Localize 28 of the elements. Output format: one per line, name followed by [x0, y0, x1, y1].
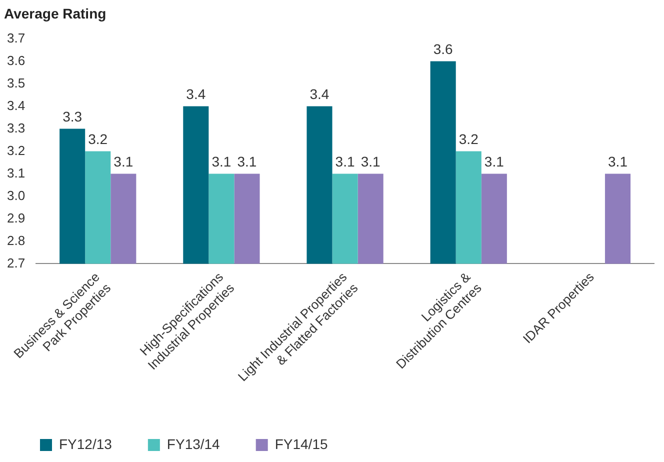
y-tick-label: 3.1 [6, 165, 26, 180]
data-label: 3.2 [88, 131, 108, 148]
data-label: 3.1 [360, 154, 381, 170]
data-label: 3.1 [212, 154, 232, 170]
y-tick-label: 2.7 [6, 255, 26, 270]
y-tick-label: 3.2 [6, 142, 26, 158]
y-tick-label: 2.8 [6, 232, 26, 248]
y-tick-label: 3.5 [6, 75, 26, 90]
data-label: 3.1 [335, 154, 355, 170]
data-label: 3.4 [310, 86, 330, 102]
data-label: 3.4 [186, 86, 206, 102]
y-tick-label: 2.9 [6, 210, 26, 226]
y-tick-label: 3.0 [6, 188, 26, 203]
legend-label: FY13/14 [166, 436, 220, 452]
chart-title: Average Rating [4, 5, 106, 22]
y-tick-label: 3.6 [6, 52, 26, 68]
data-label: 3.1 [114, 154, 134, 170]
data-label: 3.2 [458, 131, 479, 148]
data-label: 3.1 [237, 154, 257, 170]
data-label: 3.6 [433, 41, 454, 58]
y-tick-label: 3.3 [6, 120, 26, 136]
y-tick-label: 3.7 [6, 30, 26, 46]
legend-label: FY12/13 [59, 436, 112, 452]
y-tick-label: 3.4 [6, 98, 26, 113]
data-label: 3.1 [484, 154, 504, 170]
legend-label: FY14/15 [274, 436, 328, 452]
data-label: 3.3 [62, 108, 82, 125]
data-label: 3.1 [608, 154, 628, 170]
